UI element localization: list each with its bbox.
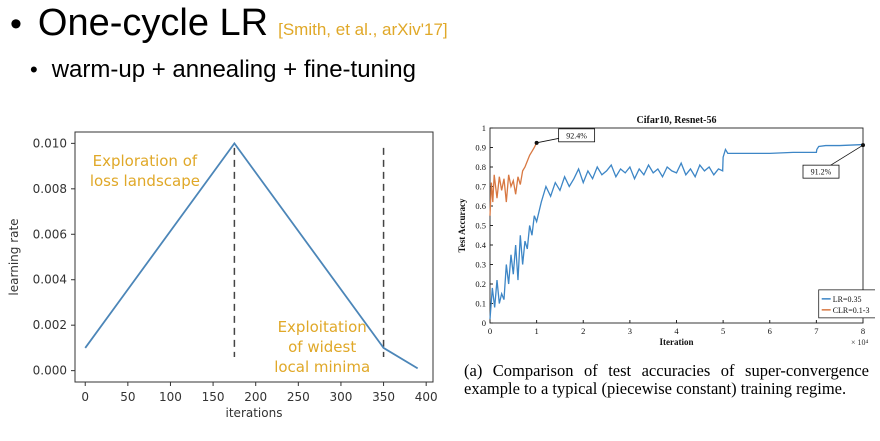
lr-schedule-line bbox=[84, 141, 419, 370]
y-tick-label: 0.006 bbox=[33, 227, 67, 241]
y-tick-label: 0 bbox=[482, 318, 486, 328]
exploration-annotation: Exploration of loss landscape bbox=[90, 152, 200, 190]
callout-label: 92.4% bbox=[566, 131, 587, 140]
y-tick-label: 0.010 bbox=[33, 136, 67, 150]
series-line-lr-0-35 bbox=[489, 143, 864, 320]
annotation-line: Exploitation bbox=[278, 318, 367, 336]
slide-title: One-cycle LR bbox=[37, 2, 269, 44]
y-tick-label: 0.8 bbox=[475, 162, 486, 172]
y-tick-label: 0.5 bbox=[475, 221, 486, 231]
title-row: • One-cycle LR [Smith, et al., arXiv'17] bbox=[10, 2, 448, 45]
legend-label: LR=0.35 bbox=[833, 295, 862, 304]
legend-box bbox=[818, 289, 875, 319]
title-bullet: • bbox=[10, 5, 22, 43]
x-tick-label: 250 bbox=[287, 390, 310, 404]
x-axis-label: iterations bbox=[226, 406, 283, 420]
y-axis-label: Test Accuracy bbox=[457, 198, 467, 252]
y-tick-label: 0.008 bbox=[33, 182, 67, 196]
x-tick-label: 2 bbox=[581, 326, 585, 336]
x-tick-label: 350 bbox=[372, 390, 395, 404]
x-tick-label: 0 bbox=[488, 326, 492, 336]
subtitle-bullet: • bbox=[30, 57, 38, 82]
callout-point bbox=[534, 140, 539, 145]
y-axis-label: learning rate bbox=[7, 218, 21, 295]
x-tick-label: 100 bbox=[159, 390, 182, 404]
x-tick-label: 0 bbox=[81, 390, 89, 404]
y-tick-label: 0.002 bbox=[33, 318, 67, 332]
slide-subtitle: warm-up + annealing + fine-tuning bbox=[51, 56, 416, 83]
y-tick-label: 0.3 bbox=[475, 260, 486, 270]
y-tick-label: 0.6 bbox=[475, 201, 486, 211]
x-axis-label: Iteration bbox=[660, 337, 694, 347]
x-tick-label: 400 bbox=[415, 390, 438, 404]
plot-frame bbox=[74, 131, 434, 383]
x-tick-label: 300 bbox=[329, 390, 352, 404]
y-tick-label: 0.9 bbox=[475, 143, 486, 153]
x-tick-label: 4 bbox=[674, 326, 679, 336]
x-tick-label: 3 bbox=[628, 326, 632, 336]
annotation-line: of widest bbox=[288, 338, 356, 356]
x-tick-label: 1 bbox=[535, 326, 539, 336]
subtitle-row: • warm-up + annealing + fine-tuning bbox=[30, 56, 416, 84]
exploitation-annotation: Exploitation of widest local minima bbox=[274, 318, 370, 376]
y-tick-label: 0.7 bbox=[475, 182, 486, 192]
learning-rate-chart: 0 50 100 150 200 250 300 350 400 0.000 0.002 0.004 0… bbox=[7, 131, 438, 420]
x-tick-label: 8 bbox=[861, 326, 865, 336]
x-tick-label: 150 bbox=[202, 390, 225, 404]
x-tick-label: 50 bbox=[120, 390, 135, 404]
annotation-line: local minima bbox=[274, 358, 370, 376]
x-axis-multiplier: × 10⁴ bbox=[851, 338, 869, 347]
x-tick-label: 200 bbox=[244, 390, 267, 404]
y-tick-label: 0.000 bbox=[33, 364, 67, 378]
chart-title: Cifar10, Resnet-56 bbox=[637, 115, 717, 126]
y-tick-label: 0.004 bbox=[33, 273, 67, 287]
figure-caption: (a) Comparison of test accuracies of sup… bbox=[464, 361, 869, 398]
legend-label: CLR=0.1-3 bbox=[833, 306, 870, 315]
annotation-line: Exploration of bbox=[93, 152, 198, 170]
annotation-line: loss landscape bbox=[90, 172, 200, 190]
series-line-clr-0-1-3 bbox=[489, 142, 538, 216]
plot-frame bbox=[489, 127, 864, 324]
test-accuracy-chart: Cifar10, Resnet-56 0 1 2 3 4 5 6 7 8 0 0.1 0.2 0.3 0.4… bbox=[457, 115, 875, 347]
y-tick-label: 0.1 bbox=[475, 299, 486, 309]
callout-box bbox=[558, 128, 596, 143]
x-tick-label: 7 bbox=[814, 326, 818, 336]
citation: [Smith, et al., arXiv'17] bbox=[278, 20, 448, 39]
y-tick-label: 1 bbox=[482, 123, 486, 133]
callout-point bbox=[861, 143, 865, 148]
x-tick-label: 6 bbox=[768, 326, 772, 336]
y-tick-label: 0.2 bbox=[475, 279, 486, 289]
x-tick-label: 5 bbox=[721, 326, 725, 336]
callout-label: 91.2% bbox=[811, 168, 832, 177]
callout-box bbox=[802, 164, 840, 179]
y-tick-label: 0.4 bbox=[475, 240, 486, 250]
